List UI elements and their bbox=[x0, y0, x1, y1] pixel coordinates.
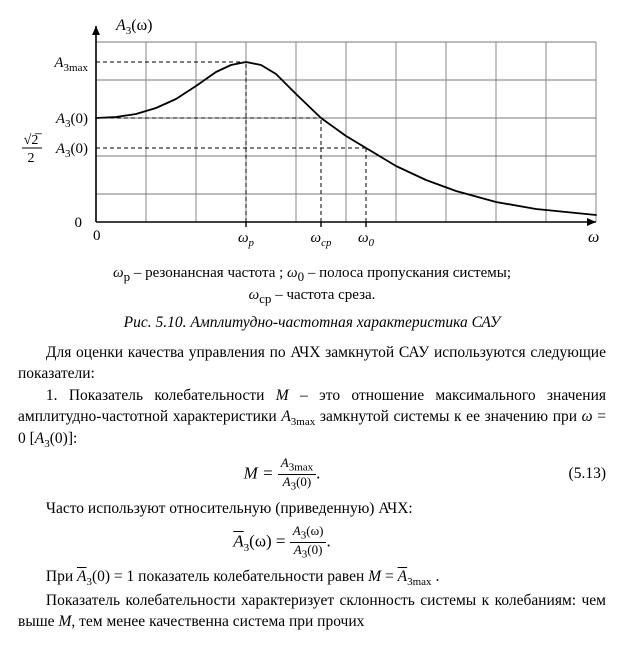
eq513-dtail: (0) bbox=[296, 474, 311, 489]
eq513-dA: A bbox=[283, 474, 291, 489]
p4b: (0) = 1 показатель колебательности равен bbox=[92, 568, 368, 585]
svg-text:2: 2 bbox=[28, 151, 35, 166]
eq513-lhs: M = bbox=[244, 463, 278, 482]
p2Asub: 3max bbox=[291, 416, 315, 428]
eq513-dot: . bbox=[316, 463, 320, 482]
p5M: M bbox=[58, 613, 71, 630]
p4A2: A bbox=[398, 568, 407, 585]
para-quality: Показатель колебательности характеризует… bbox=[18, 591, 606, 632]
afc-chart: A3(ω)ω00A3maxA3(0)√2̅2A3(0)ωрωсрω0 bbox=[18, 12, 606, 258]
wp-tail: – резонансная частота ; bbox=[130, 265, 287, 281]
para-intro: Для оценки качества управления по АЧХ за… bbox=[18, 343, 606, 384]
p2A: A bbox=[281, 408, 290, 425]
wcp-sub: ср bbox=[259, 291, 271, 306]
p2e: (0)]: bbox=[50, 430, 78, 447]
para-item-1: 1. Показатель колебательности M – это от… bbox=[18, 386, 606, 452]
eq513-num: (5.13) bbox=[546, 464, 606, 484]
eq2-dot: . bbox=[326, 531, 330, 550]
eq2-nA: A bbox=[293, 523, 301, 538]
p4A2sub: 3max bbox=[407, 576, 431, 588]
w0-tail: – полоса пропускания системы; bbox=[304, 265, 511, 281]
svg-text:ω: ω bbox=[588, 229, 599, 246]
eq2-lA: A bbox=[233, 531, 243, 550]
p2w: ω bbox=[582, 408, 593, 425]
p4M: M bbox=[368, 568, 381, 585]
svg-text:0: 0 bbox=[93, 228, 101, 244]
wp-sym: ω bbox=[113, 265, 124, 281]
p4dot: . bbox=[432, 568, 440, 585]
chart-legend: ωр – резонансная частота ; ω0 – полоса п… bbox=[18, 264, 606, 306]
eq513-frac: A3max A3(0) bbox=[278, 456, 316, 493]
eq2-larg: (ω) = bbox=[249, 531, 290, 550]
p2a: 1. Показатель колебательности bbox=[46, 387, 276, 404]
figure-caption: Рис. 5.10. Амплитудно-частотная характер… bbox=[18, 313, 606, 333]
p2M: M bbox=[276, 387, 289, 404]
p4a: При bbox=[46, 568, 77, 585]
eq2-dA: A bbox=[294, 542, 302, 557]
eq513-nsub: 3max bbox=[289, 461, 313, 473]
wcp-sym: ω bbox=[249, 287, 260, 303]
p5b: , тем менее качественна система при проч… bbox=[71, 613, 364, 630]
eq2-body: A3(ω) = A3(ω) A3(0) . bbox=[18, 524, 546, 561]
equation-5-13: M = A3max A3(0) . (5.13) bbox=[18, 456, 606, 493]
para-at-zero: При A3(0) = 1 показатель колебательности… bbox=[18, 567, 606, 590]
p4eq: = bbox=[381, 568, 398, 585]
p2c: замкнутой системы к ее значению при bbox=[315, 408, 581, 425]
p2A2: A bbox=[35, 430, 44, 447]
w0-sym: ω bbox=[287, 265, 298, 281]
eq2-darg: (0) bbox=[307, 542, 322, 557]
eq513-nA: A bbox=[281, 455, 289, 470]
eq2-narg: (ω) bbox=[306, 523, 323, 538]
chart-svg: A3(ω)ω00A3maxA3(0)√2̅2A3(0)ωрωсрω0 bbox=[18, 12, 606, 252]
para-rel-afc: Часто используют относительную (приведен… bbox=[18, 499, 606, 519]
svg-text:0: 0 bbox=[75, 215, 83, 231]
wcp-tail: – частота среза. bbox=[271, 287, 375, 303]
eq2-frac: A3(ω) A3(0) bbox=[290, 524, 327, 561]
equation-rel-afc: A3(ω) = A3(ω) A3(0) . bbox=[18, 524, 606, 561]
eq513-body: M = A3max A3(0) . bbox=[18, 456, 546, 493]
